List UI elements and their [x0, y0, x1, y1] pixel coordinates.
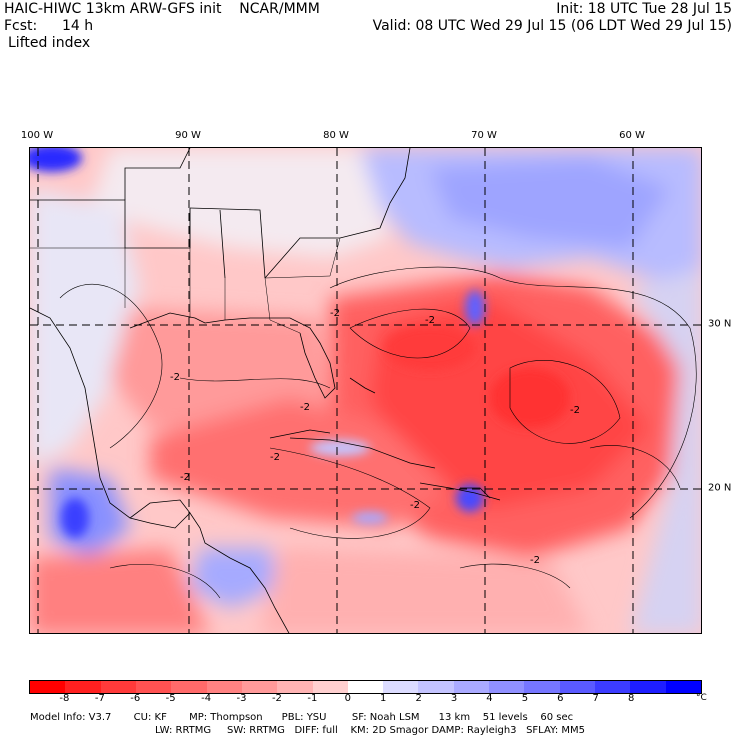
lon-label-60w: 60 W — [619, 130, 645, 141]
colorbar-swatch — [135, 681, 172, 693]
lon-label-90w: 90 W — [175, 130, 201, 141]
lon-label-80w: 80 W — [323, 130, 349, 141]
lon-label-70w: 70 W — [471, 130, 497, 141]
colorbar-swatch — [100, 681, 136, 693]
colorbar-swatch — [630, 681, 666, 693]
colorbar-swatch — [453, 681, 490, 693]
contour-lines — [59, 266, 697, 599]
contour-label: -2 — [170, 372, 180, 383]
colorbar-swatch — [489, 681, 525, 693]
colorbar-swatch — [665, 681, 701, 693]
contour-label: -2 — [270, 452, 280, 463]
colorbar-swatch — [206, 681, 242, 693]
contour-label: -2 — [530, 555, 540, 566]
colorbar-tick-label: -4 — [201, 693, 212, 704]
lifted-index-map: -2 -2 -2 -2 -2 -2 -2 -2 -2 — [29, 147, 702, 634]
colorbar-tick-label: 3 — [450, 693, 458, 704]
colorbar — [29, 680, 702, 694]
colorbar-swatch — [277, 681, 313, 693]
contour-label: -2 — [180, 472, 190, 483]
colorbar-tick-label: -7 — [94, 693, 105, 704]
colorbar-swatch — [171, 681, 207, 693]
contour-label: -2 — [330, 308, 340, 319]
map-canvas: -2 -2 -2 -2 -2 -2 -2 -2 -2 — [30, 148, 701, 633]
contour-label: -2 — [300, 402, 310, 413]
colorbar-tick-label: -1 — [307, 693, 318, 704]
colorbar-tick-label: 8 — [627, 693, 635, 704]
colorbar-swatch — [312, 681, 348, 693]
contour-label-group: -2 -2 -2 -2 -2 -2 -2 -2 -2 — [170, 308, 580, 566]
colorbar-tick-label: -3 — [236, 693, 247, 704]
forecast-label: Fcst: — [4, 18, 38, 34]
lat-label-20n: 20 N — [708, 482, 732, 494]
lat-label-30n: 30 N — [708, 318, 732, 330]
colorbar-unit: °C — [696, 693, 707, 703]
model-title: HAIC-HIWC 13km ARW-GFS init NCAR/MMM — [4, 1, 320, 17]
model-info-line2: LW: RRTMG SW: RRTMG DIFF: full KM: 2D Sm… — [155, 725, 585, 736]
colorbar-tick-label: -2 — [271, 693, 282, 704]
model-info-line1: Model Info: V3.7 CU: KF MP: Thompson PBL… — [30, 712, 574, 723]
colorbar-swatch — [30, 681, 66, 693]
colorbar-tick-label: 0 — [344, 693, 351, 704]
lat-lon-grid — [30, 148, 701, 633]
field-name: Lifted index — [8, 35, 91, 51]
colorbar-swatch — [347, 681, 384, 693]
colorbar-swatch — [418, 681, 454, 693]
valid-time: Valid: 08 UTC Wed 29 Jul 15 (06 LDT Wed … — [372, 18, 732, 34]
colorbar-swatch — [65, 681, 101, 693]
contour-label: -2 — [410, 500, 420, 511]
state-borders — [30, 208, 341, 334]
colorbar-tick-label: 7 — [592, 693, 599, 704]
contour-label: -2 — [425, 315, 435, 326]
colorbar-tick-label: 6 — [557, 693, 564, 704]
field-fill — [30, 148, 701, 633]
colorbar-tick-label: -5 — [165, 693, 176, 704]
colorbar-tick-label: 1 — [380, 693, 387, 704]
colorbar-swatch — [595, 681, 631, 693]
colorbar-swatch — [241, 681, 278, 693]
colorbar-tick-label: 2 — [415, 693, 422, 704]
init-time: Init: 18 UTC Tue 28 Jul 15 — [556, 1, 732, 17]
colorbar-swatch — [383, 681, 419, 693]
colorbar-tick-label: -8 — [59, 693, 70, 704]
colorbar-swatch — [524, 681, 560, 693]
contour-label: -2 — [570, 405, 580, 416]
colorbar-tick-label: 4 — [486, 693, 493, 704]
colorbar-tick-label: 5 — [521, 693, 529, 704]
forecast-hours: 14 h — [62, 18, 94, 34]
lon-label-100w: 100 W — [20, 130, 54, 141]
colorbar-swatch — [559, 681, 595, 693]
colorbar-tick-label: -6 — [130, 693, 141, 704]
